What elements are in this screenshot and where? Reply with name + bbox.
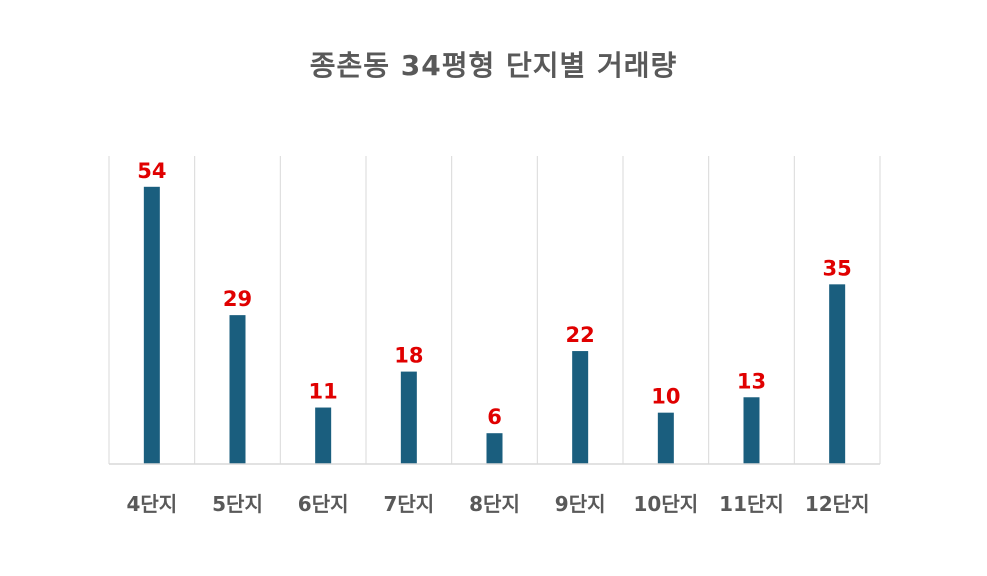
bar-7단지: [400, 371, 417, 464]
bar-10단지: [657, 412, 674, 464]
data-labels: 54 29 11 18 6 22 10 13 35: [137, 159, 852, 429]
bar-4단지: [143, 186, 160, 465]
bar-11단지: [743, 397, 760, 464]
bar-5단지: [229, 315, 246, 464]
x-tick-label: 8단지: [469, 492, 520, 516]
chart-title: 종촌동 34평형 단지별 거래량: [309, 49, 678, 82]
data-label: 35: [823, 256, 852, 280]
grid-lines: [108, 156, 881, 464]
data-label: 13: [737, 369, 766, 393]
data-label: 29: [223, 287, 252, 311]
x-tick-label: 5단지: [212, 492, 263, 516]
x-tick-label: 7단지: [383, 492, 434, 516]
data-label: 11: [309, 380, 338, 404]
x-tick-label: 4단지: [126, 492, 177, 516]
x-tick-label: 12단지: [805, 492, 870, 516]
bar-8단지: [486, 433, 503, 464]
data-label: 22: [566, 323, 595, 347]
x-tick-label: 10단지: [634, 492, 699, 516]
bar-12단지: [829, 284, 846, 464]
data-label: 54: [137, 159, 166, 183]
data-label: 6: [487, 405, 502, 429]
x-tick-labels: 4단지 5단지 6단지 7단지 8단지 9단지 10단지 11단지 12단지: [126, 492, 869, 516]
bar-6단지: [315, 407, 332, 464]
data-label: 18: [394, 344, 423, 368]
data-label: 10: [651, 385, 680, 409]
bars: [143, 186, 846, 465]
x-tick-label: 9단지: [555, 492, 606, 516]
x-tick-label: 11단지: [719, 492, 784, 516]
x-tick-label: 6단지: [298, 492, 349, 516]
bar-9단지: [572, 351, 589, 464]
